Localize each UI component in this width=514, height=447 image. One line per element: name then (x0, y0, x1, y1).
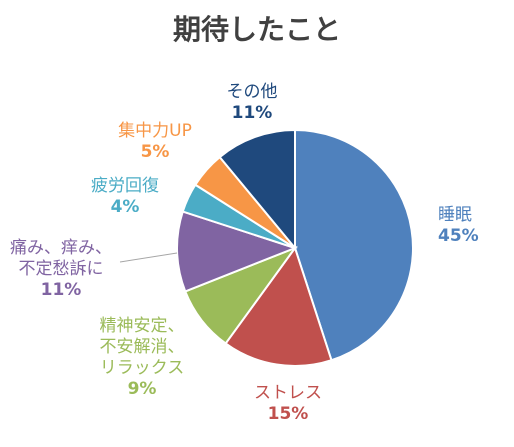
slice-label: 精神安定、 不安解消、 リラックス 9% (92, 316, 192, 400)
leader-lines (119, 252, 178, 263)
slice-label-name: 精神安定、 (99, 316, 185, 336)
slice-label-value: 5% (140, 142, 170, 162)
slice-label: 疲労回復 4% (90, 176, 160, 218)
slice-label-name: その他 (226, 82, 278, 102)
slice-label: その他 11% (212, 82, 292, 124)
slice-label: 痛み、痒み、 不定愁訴に 11% (6, 238, 116, 301)
slice-label-value: 11% (231, 103, 273, 123)
pie-slice (176, 210, 298, 293)
slice-label-value: 4% (110, 197, 140, 217)
slice-label-value: 11% (40, 280, 82, 300)
slice-label-name: 痛み、痒み、 (10, 238, 112, 258)
pie-slice (294, 128, 414, 362)
slice-label-name: 睡眠 (438, 205, 472, 225)
slice-label-name: ストレス (254, 383, 322, 403)
leader-line (119, 252, 178, 263)
pie-slice (218, 128, 296, 251)
chart-title: 期待したこと (172, 13, 341, 46)
slice-label-value: 45% (438, 226, 479, 246)
slice-label-name: 集中力UP (118, 121, 192, 141)
slice-label: ストレス 15% (248, 383, 328, 425)
slice-label: 睡眠 45% (438, 205, 498, 247)
pie-slices (176, 128, 414, 367)
slice-label-value: 15% (267, 404, 309, 424)
pie-slice (224, 245, 333, 367)
slice-label-name: 不定愁訴に (18, 259, 104, 279)
slice-label: 集中力UP 5% (100, 121, 210, 163)
slice-label-name: 不安解消、 (99, 337, 185, 357)
slice-label-name: 疲労回復 (91, 176, 159, 196)
slice-label-value: 9% (127, 379, 157, 399)
slice-label-name: リラックス (99, 358, 185, 378)
